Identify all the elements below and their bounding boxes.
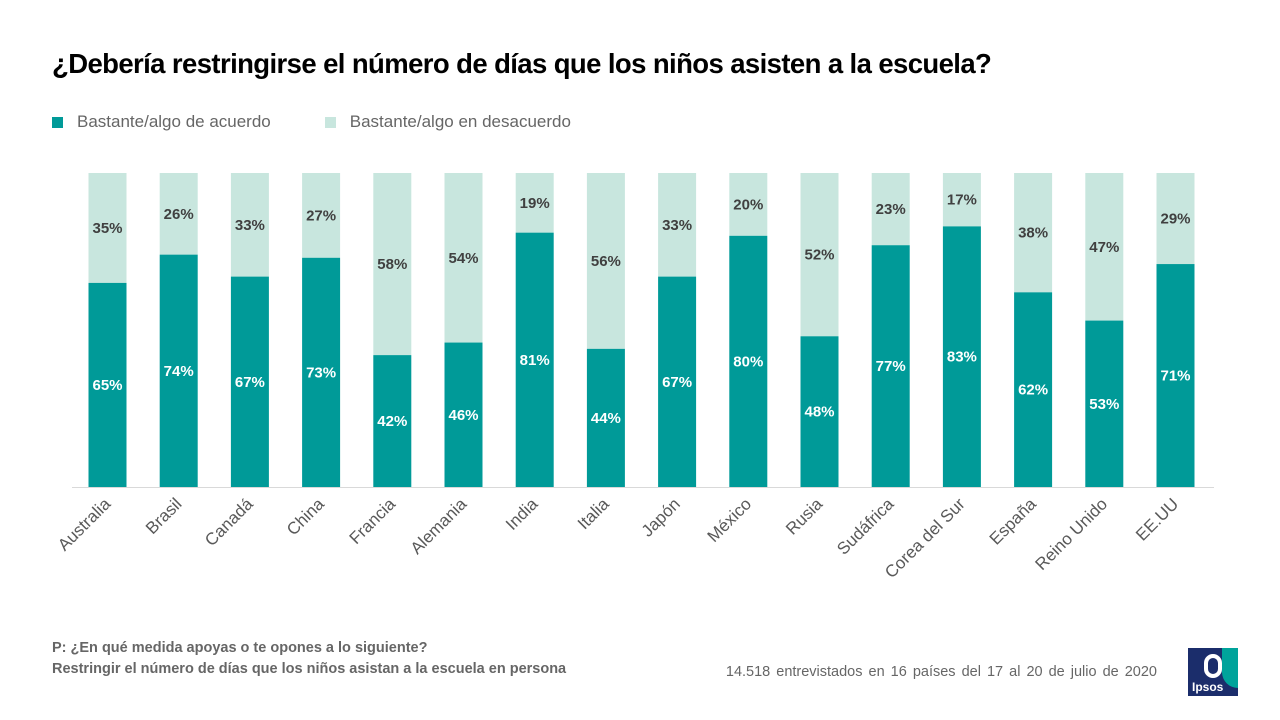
legend-swatch-disagree (324, 116, 336, 128)
logo-mark (1204, 654, 1222, 678)
tick-label-reino-unido: Reino Unido (1032, 494, 1112, 574)
tick-label-australia: Australia (54, 494, 115, 555)
bar-agree-corea-del-sur (942, 226, 981, 487)
tick-label-rusia: Rusia (782, 494, 827, 539)
data-label-agree-sud-frica: 77% (876, 358, 906, 375)
bar-disagree-ee-uu (1156, 173, 1195, 265)
data-label-agree-m-xico: 80% (733, 353, 763, 370)
data-label-agree-italia: 44% (591, 410, 621, 427)
data-label-agree-canad-: 67% (235, 374, 265, 391)
data-label-agree-corea-del-sur: 83% (947, 349, 977, 366)
bar-agree-ee-uu (1156, 264, 1195, 487)
sample-note: 14.518 entrevistados en 16 países del 17… (725, 664, 1157, 680)
bar-disagree-alemania (444, 173, 483, 343)
data-label-agree-brasil: 74% (164, 363, 194, 380)
data-label-agree-francia: 42% (377, 413, 407, 430)
data-label-disagree-brasil: 26% (164, 206, 194, 223)
data-label-disagree-italia: 56% (591, 253, 621, 270)
tick-label-francia: Francia (346, 494, 400, 548)
chart-title: ¿Debería restringirse el número de días … (52, 48, 992, 79)
bar-disagree-rusia (800, 173, 839, 337)
tick-label-espa-a: España (986, 494, 1041, 549)
bar-agree-m-xico (729, 235, 768, 487)
data-label-disagree-ee-uu: 29% (1160, 211, 1190, 228)
data-label-agree-india: 81% (520, 352, 550, 369)
tick-label-alemania: Alemania (407, 494, 471, 558)
legend-label-agree: Bastante/algo de acuerdo (77, 112, 271, 131)
bar-agree-rusia (800, 336, 839, 487)
data-label-agree-rusia: 48% (804, 404, 834, 421)
tick-label-canad-: Canadá (201, 494, 257, 550)
bar-disagree-brasil (159, 173, 198, 255)
tick-label-brasil: Brasil (142, 494, 185, 537)
data-label-agree-australia: 65% (92, 377, 122, 394)
legend: Bastante/algo de acuerdo Bastante/algo e… (52, 112, 625, 132)
tick-label-ee-uu: EE.UU (1132, 494, 1182, 544)
bar-disagree-china (302, 173, 341, 258)
question-line-2: Restringir el número de días que los niñ… (52, 661, 567, 677)
tick-label-italia: Italia (574, 494, 613, 533)
bar-agree-sud-frica (871, 245, 910, 487)
logo-text: Ipsos (1192, 680, 1224, 694)
data-label-disagree-m-xico: 20% (733, 196, 763, 213)
data-label-disagree-corea-del-sur: 17% (947, 192, 977, 209)
data-label-disagree-canad-: 33% (235, 217, 265, 234)
tick-label-m-xico: México (704, 494, 756, 546)
tick-label-china: China (283, 494, 328, 539)
bar-disagree-canad- (230, 173, 269, 277)
question-footnote: P: ¿En qué medida apoyas o te opones a l… (52, 638, 566, 680)
legend-item-agree: Bastante/algo de acuerdo (52, 112, 271, 132)
data-label-disagree-jap-n: 33% (662, 217, 692, 234)
data-label-disagree-india: 19% (520, 195, 550, 212)
data-label-agree-jap-n: 67% (662, 374, 692, 391)
data-label-disagree-reino-unido: 47% (1089, 239, 1119, 256)
data-label-agree-reino-unido: 53% (1089, 396, 1119, 413)
bar-agree-francia (373, 355, 412, 487)
bar-agree-australia (88, 282, 127, 487)
data-label-agree-espa-a: 62% (1018, 382, 1048, 399)
data-label-disagree-espa-a: 38% (1018, 225, 1048, 242)
data-label-disagree-alemania: 54% (448, 250, 478, 267)
bar-agree-canad- (230, 276, 269, 487)
bar-agree-brasil (159, 254, 198, 487)
legend-item-disagree: Bastante/algo en desacuerdo (324, 112, 571, 132)
data-label-agree-china: 73% (306, 364, 336, 381)
bar-disagree-italia (586, 173, 625, 349)
legend-swatch-agree (52, 116, 63, 128)
legend-label-disagree: Bastante/algo en desacuerdo (349, 112, 571, 131)
bar-agree-jap-n (658, 276, 697, 487)
tick-label-sud-frica: Sudáfrica (833, 494, 898, 559)
logo-teal-shape (1222, 648, 1238, 688)
bar-agree-china (302, 257, 341, 487)
data-label-agree-alemania: 46% (448, 407, 478, 424)
bar-disagree-espa-a (1014, 173, 1053, 293)
data-label-disagree-francia: 58% (377, 256, 407, 273)
data-label-disagree-sud-frica: 23% (876, 201, 906, 218)
bar-agree-reino-unido (1085, 320, 1124, 487)
data-label-disagree-rusia: 52% (804, 247, 834, 264)
bar-agree-india (515, 232, 554, 487)
tick-label-jap-n: Japón (638, 494, 684, 540)
bar-agree-alemania (444, 342, 483, 487)
data-label-disagree-australia: 35% (92, 220, 122, 237)
tick-label-india: India (502, 494, 542, 534)
bar-disagree-sud-frica (871, 173, 910, 246)
data-label-disagree-china: 27% (306, 207, 336, 224)
bar-agree-espa-a (1014, 292, 1053, 487)
bar-disagree-india (515, 173, 554, 233)
data-label-agree-ee-uu: 71% (1160, 368, 1190, 385)
bar-disagree-m-xico (729, 173, 768, 236)
bar-disagree-australia (88, 173, 127, 283)
question-line-1: P: ¿En qué medida apoyas o te opones a l… (52, 640, 428, 656)
bar-disagree-francia (373, 173, 412, 356)
bar-disagree-corea-del-sur (942, 173, 981, 227)
bar-agree-italia (586, 348, 625, 487)
ipsos-logo: Ipsos (1188, 648, 1238, 696)
bar-disagree-reino-unido (1085, 173, 1124, 321)
bar-disagree-jap-n (658, 173, 697, 277)
